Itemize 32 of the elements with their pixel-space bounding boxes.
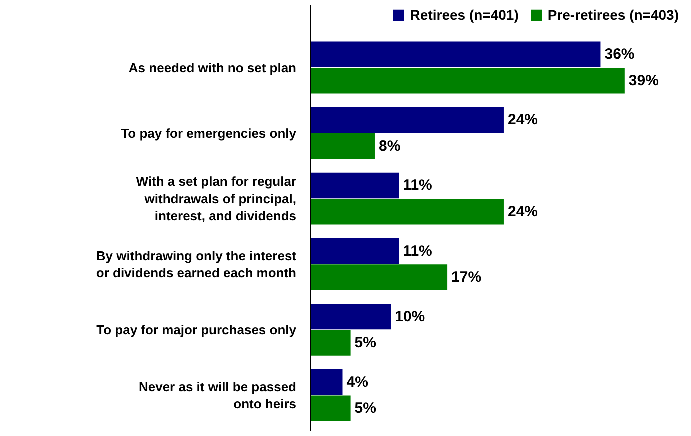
bar [310,134,375,160]
legend-label: Retirees (n=401) [410,7,519,23]
data-label: 24% [508,112,538,129]
y-tick-label: With a set plan for regular withdrawals of principal, interest, and dividends [136,174,297,224]
bar [310,107,504,134]
data-label: 4% [346,374,368,391]
bar [310,330,351,356]
y-tick-label: As needed with no set plan [128,60,297,76]
data-label: 5% [354,334,376,352]
bar [310,172,400,199]
bar [310,199,504,225]
data-label: 24% [508,203,538,220]
data-label: 17% [452,268,482,286]
data-label: 11% [403,177,432,194]
y-tick-label: By withdrawing only the interest or dividends earned each month [96,248,298,280]
bar [310,42,601,68]
bar [310,68,625,94]
data-label: 39% [628,72,659,90]
bar [310,264,448,290]
y-tick-label: To pay for emergencies only [121,126,298,141]
data-label: 36% [604,46,635,64]
data-label: 10% [395,308,426,326]
y-tick-label: Never as it will be passed onto heirs [138,379,297,412]
data-label: 5% [354,400,376,418]
bar [310,238,400,264]
data-label: 11% [403,242,432,260]
bar [310,370,343,396]
y-tick-label: To pay for major purchases only [96,322,298,338]
legend-label: Pre-retirees (n=403) [548,7,679,23]
bar [310,304,392,330]
bar [310,396,351,422]
data-label: 8% [378,138,401,155]
